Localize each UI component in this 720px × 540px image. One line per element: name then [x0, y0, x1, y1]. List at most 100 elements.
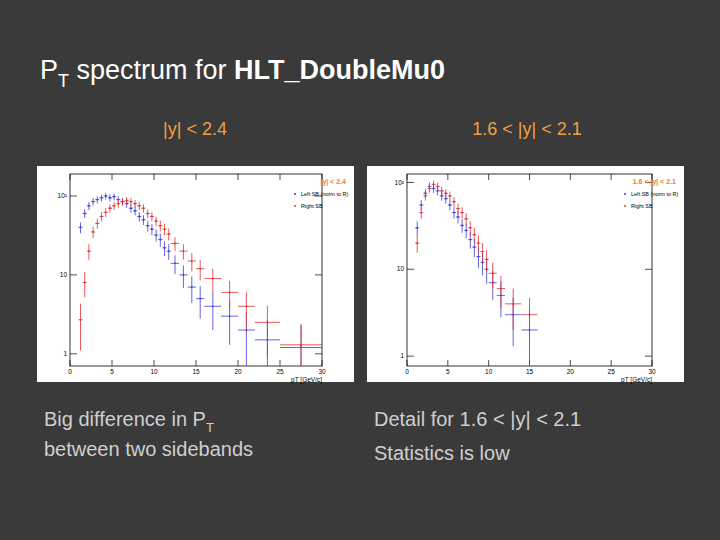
bin-width	[137, 205, 141, 206]
plot-title: 1.6 < |y| < 2.1	[633, 178, 676, 186]
error-bar	[143, 204, 144, 212]
error-bar	[449, 200, 450, 210]
marker	[155, 234, 157, 236]
bin-width	[460, 225, 464, 226]
x-tick	[611, 174, 612, 180]
y-tick-label: 10²	[395, 179, 405, 186]
marker	[441, 190, 443, 192]
marker	[88, 205, 90, 207]
error-bar	[160, 221, 161, 232]
bin-width	[91, 201, 95, 202]
y-tick	[70, 195, 77, 196]
error-bar	[84, 272, 85, 297]
x-tick-label: 5	[110, 368, 114, 375]
marker	[164, 228, 166, 230]
bin-width	[188, 260, 196, 261]
marker	[424, 195, 426, 197]
bin-width	[116, 203, 120, 204]
legend-marker	[294, 205, 296, 207]
x-tick	[447, 174, 448, 180]
marker	[457, 208, 459, 210]
error-bar	[175, 255, 176, 274]
error-bar	[93, 198, 94, 205]
error-bar	[80, 222, 81, 233]
bin-width	[221, 316, 238, 317]
marker	[433, 183, 435, 185]
marker	[92, 201, 94, 203]
bin-width	[120, 201, 124, 202]
error-bar	[168, 244, 169, 260]
error-bar	[417, 235, 418, 252]
y-tick	[70, 353, 77, 354]
error-bar	[246, 292, 247, 330]
error-bar	[101, 194, 102, 201]
error-bar	[482, 243, 483, 262]
marker	[473, 246, 475, 248]
y-tick-label: 1	[63, 350, 67, 357]
bin-width	[150, 229, 154, 230]
slide-title: PT spectrum for HLT_DoubleMu0	[40, 55, 445, 91]
bin-width	[489, 273, 497, 274]
x-axis-label: pT [GeV/c]	[291, 376, 322, 384]
chart-background	[37, 166, 354, 382]
x-tick	[154, 360, 155, 366]
bin-width	[423, 195, 427, 196]
y-tick	[70, 274, 77, 275]
bin-width	[87, 205, 91, 206]
y-tick-label: 1	[400, 352, 404, 359]
bin-width	[99, 197, 103, 198]
error-bar	[425, 192, 426, 201]
bin-width	[481, 251, 485, 252]
x-tick-label: 30	[648, 368, 656, 375]
bin-width	[129, 208, 133, 209]
bin-width	[150, 216, 154, 217]
marker	[174, 262, 176, 264]
marker	[130, 207, 132, 209]
bin-width	[204, 306, 221, 307]
bin-width	[95, 223, 99, 224]
error-bar	[500, 276, 501, 308]
error-bar	[212, 269, 213, 293]
bin-width	[427, 188, 431, 189]
error-bar	[200, 260, 201, 281]
x-tick-label: 25	[608, 368, 616, 375]
heading: 1.6 < |y| < 2.1	[472, 119, 581, 139]
caption-part: Statistics is low	[374, 442, 510, 464]
error-bar	[151, 224, 152, 235]
bin-width	[452, 212, 456, 213]
marker	[109, 207, 111, 209]
legend-marker	[294, 193, 296, 195]
error-bar	[513, 289, 514, 330]
marker	[143, 207, 145, 209]
error-bar	[156, 217, 157, 227]
marker	[151, 216, 153, 218]
caption: Detail for 1.6 < |y| < 2.1	[374, 408, 581, 430]
bin-width	[472, 247, 476, 248]
marker	[453, 201, 455, 203]
marker	[191, 286, 193, 288]
marker	[469, 239, 471, 241]
bin-width	[448, 195, 452, 196]
error-bar	[168, 229, 169, 241]
error-bar	[139, 202, 140, 210]
marker	[267, 321, 269, 323]
plot-area	[78, 193, 322, 366]
bin-width	[112, 196, 116, 197]
bin-width	[468, 239, 472, 240]
slide-title-part: HLT_DoubleMu0	[234, 55, 445, 85]
error-bar	[453, 197, 454, 207]
marker	[84, 282, 86, 284]
bin-width	[497, 288, 505, 289]
error-bar	[147, 209, 148, 218]
y-tick	[645, 356, 652, 357]
marker	[80, 319, 82, 321]
legend-label: Left SB (norm to R)	[631, 191, 679, 197]
error-bar	[453, 207, 454, 218]
marker	[96, 199, 98, 201]
legend-label: Right SB	[631, 203, 653, 209]
plot-frame	[70, 174, 322, 366]
caption-part: Big difference in P	[44, 408, 206, 430]
error-bar	[445, 189, 446, 198]
marker	[445, 192, 447, 194]
x-tick	[112, 174, 113, 180]
